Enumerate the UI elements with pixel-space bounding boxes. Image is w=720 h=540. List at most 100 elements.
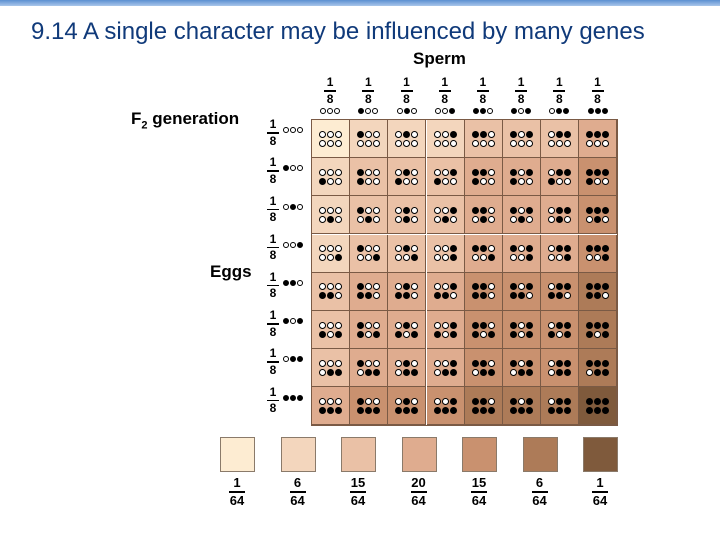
dark-allele-dot bbox=[556, 108, 563, 114]
dark-allele-dot bbox=[471, 283, 479, 291]
punnett-cell bbox=[541, 120, 580, 158]
punnett-cell bbox=[388, 196, 427, 235]
sperm-alleles bbox=[319, 283, 342, 291]
light-allele-dot bbox=[602, 215, 610, 223]
dark-allele-dot bbox=[403, 215, 411, 223]
light-allele-dot bbox=[372, 108, 379, 114]
light-allele-dot bbox=[290, 165, 296, 172]
sperm-alleles bbox=[586, 321, 610, 329]
punnett-cell bbox=[426, 272, 465, 311]
dark-allele-dot bbox=[510, 245, 517, 253]
dark-allele-dot bbox=[358, 108, 365, 114]
light-allele-dot bbox=[479, 254, 487, 262]
dark-allele-dot bbox=[471, 245, 479, 253]
egg-alleles bbox=[471, 139, 495, 147]
light-allele-dot bbox=[335, 130, 342, 138]
light-allele-dot bbox=[319, 245, 326, 253]
fraction-numerator: 1 bbox=[594, 75, 601, 89]
light-allele-dot bbox=[487, 206, 495, 214]
fraction-bar bbox=[267, 361, 279, 363]
fraction-bar bbox=[267, 170, 279, 172]
egg-genotype bbox=[283, 279, 303, 286]
dark-allele-dot bbox=[365, 292, 373, 300]
light-allele-dot bbox=[395, 130, 403, 138]
egg-alleles bbox=[433, 368, 457, 376]
sperm-alleles bbox=[510, 245, 533, 253]
light-allele-dot bbox=[434, 108, 441, 114]
dark-allele-dot bbox=[556, 283, 564, 291]
fraction-numerator: 1 bbox=[403, 75, 410, 89]
punnett-cell bbox=[541, 272, 580, 311]
dark-allele-dot bbox=[556, 321, 564, 329]
dark-allele-dot bbox=[564, 206, 572, 214]
punnett-cell bbox=[464, 349, 503, 388]
light-allele-dot bbox=[449, 292, 457, 300]
dark-allele-dot bbox=[335, 406, 342, 414]
dark-allele-dot bbox=[510, 177, 517, 185]
fraction-bar bbox=[350, 491, 366, 493]
sperm-alleles bbox=[433, 245, 457, 253]
light-allele-dot bbox=[433, 139, 441, 147]
egg-alleles bbox=[433, 215, 457, 223]
light-allele-dot bbox=[335, 359, 342, 367]
light-allele-dot bbox=[518, 330, 525, 338]
phenotype-swatch bbox=[522, 437, 558, 472]
phenotype-swatch bbox=[341, 437, 376, 472]
fraction-numerator: 1 bbox=[269, 384, 277, 399]
dark-allele-dot bbox=[472, 108, 479, 114]
fraction-denominator: 64 bbox=[290, 492, 305, 508]
egg-alleles bbox=[548, 215, 572, 223]
dark-allele-dot bbox=[564, 245, 572, 253]
light-allele-dot bbox=[365, 397, 373, 405]
punnett-cell bbox=[388, 120, 427, 158]
fraction-bar bbox=[362, 90, 375, 92]
dark-allele-dot bbox=[433, 177, 441, 185]
dark-allele-dot bbox=[594, 245, 602, 253]
light-allele-dot bbox=[586, 368, 594, 376]
dark-allele-dot bbox=[373, 368, 381, 376]
light-allele-dot bbox=[297, 203, 303, 210]
dark-allele-dot bbox=[518, 368, 525, 376]
egg-alleles bbox=[319, 215, 342, 223]
dark-allele-dot bbox=[335, 330, 342, 338]
dark-allele-dot bbox=[395, 406, 403, 414]
egg-alleles bbox=[586, 139, 610, 147]
light-allele-dot bbox=[297, 127, 303, 134]
dark-allele-dot bbox=[448, 108, 455, 114]
punnett-cell bbox=[426, 311, 465, 349]
light-allele-dot bbox=[411, 321, 419, 329]
light-allele-dot bbox=[411, 206, 419, 214]
light-allele-dot bbox=[327, 245, 334, 253]
fraction-bar bbox=[267, 399, 279, 401]
dark-allele-dot bbox=[373, 406, 381, 414]
light-allele-dot bbox=[373, 321, 381, 329]
sperm-genotype bbox=[549, 108, 570, 114]
f2-prefix: F bbox=[131, 109, 142, 128]
punnett-cell bbox=[503, 311, 541, 349]
light-allele-dot bbox=[548, 254, 556, 262]
phenotype-swatch bbox=[280, 437, 316, 472]
dark-allele-dot bbox=[471, 406, 479, 414]
dark-allele-dot bbox=[395, 292, 403, 300]
sperm-alleles bbox=[433, 168, 457, 176]
sperm-alleles bbox=[548, 245, 572, 253]
dark-allele-dot bbox=[357, 177, 365, 185]
light-allele-dot bbox=[586, 139, 594, 147]
punnett-grid bbox=[311, 119, 618, 426]
punnett-cell bbox=[388, 349, 427, 388]
light-allele-dot bbox=[283, 203, 289, 210]
sperm-alleles bbox=[319, 130, 342, 138]
dark-allele-dot bbox=[510, 406, 517, 414]
light-allele-dot bbox=[441, 130, 449, 138]
sperm-alleles bbox=[471, 397, 495, 405]
light-allele-dot bbox=[441, 330, 449, 338]
dark-allele-dot bbox=[357, 292, 365, 300]
light-allele-dot bbox=[373, 292, 381, 300]
light-allele-dot bbox=[411, 397, 419, 405]
dark-allele-dot bbox=[564, 359, 572, 367]
light-allele-dot bbox=[319, 206, 326, 214]
dark-allele-dot bbox=[602, 406, 610, 414]
egg-alleles bbox=[433, 330, 457, 338]
